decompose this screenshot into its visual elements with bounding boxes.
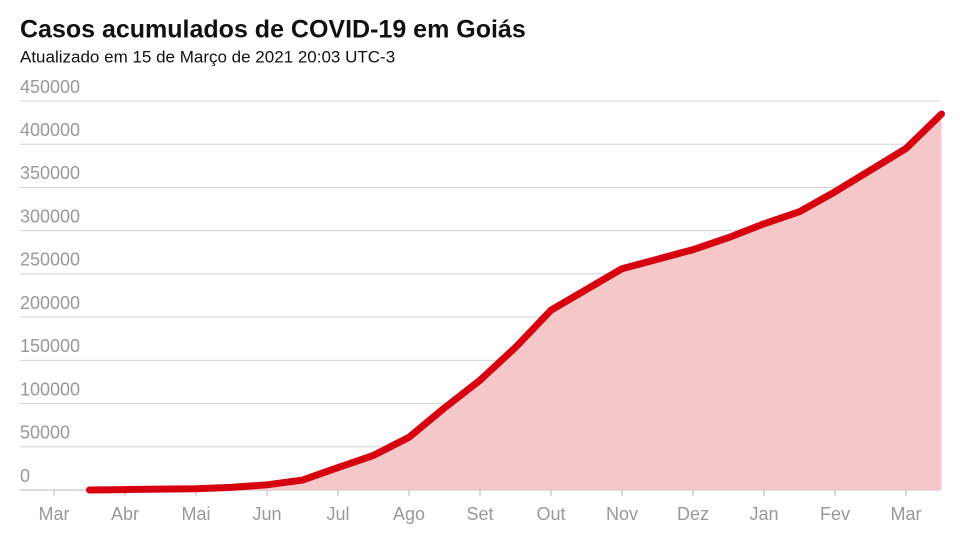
x-tick-label: Jul [326, 504, 349, 524]
y-tick-label: 400000 [20, 120, 80, 140]
line [86, 110, 945, 494]
x-tick-label: Dez [677, 504, 709, 524]
y-tick-label: 300000 [20, 206, 80, 226]
x-tick-label: Mar [39, 504, 70, 524]
x-tick-label: Abr [111, 504, 139, 524]
x-tick-label: Out [536, 504, 565, 524]
x-tick-label: Mai [181, 504, 210, 524]
y-tick-label: 50000 [20, 423, 70, 443]
y-tick-label: 450000 [20, 77, 80, 97]
x-tick-label: Ago [393, 504, 425, 524]
y-tick-label: 200000 [20, 293, 80, 313]
y-tick-label: 250000 [20, 250, 80, 270]
y-tick-label: 100000 [20, 379, 80, 399]
y-tick-label: 350000 [20, 163, 80, 183]
x-tick-label: Set [466, 504, 493, 524]
y-tick-label: 0 [20, 466, 30, 486]
area [89, 113, 942, 490]
x-tick-label: Mar [891, 504, 922, 524]
chart-subtitle: Atualizado em 15 de Março de 2021 20:03 … [20, 47, 395, 66]
x-tick-label: Jun [252, 504, 281, 524]
chart-title: Casos acumulados de COVID-19 em Goiás [20, 16, 526, 44]
x-tick-label: Fev [820, 504, 850, 524]
x-tick-label: Jan [749, 504, 778, 524]
x-tick-label: Nov [606, 504, 638, 524]
y-tick-label: 150000 [20, 336, 80, 356]
